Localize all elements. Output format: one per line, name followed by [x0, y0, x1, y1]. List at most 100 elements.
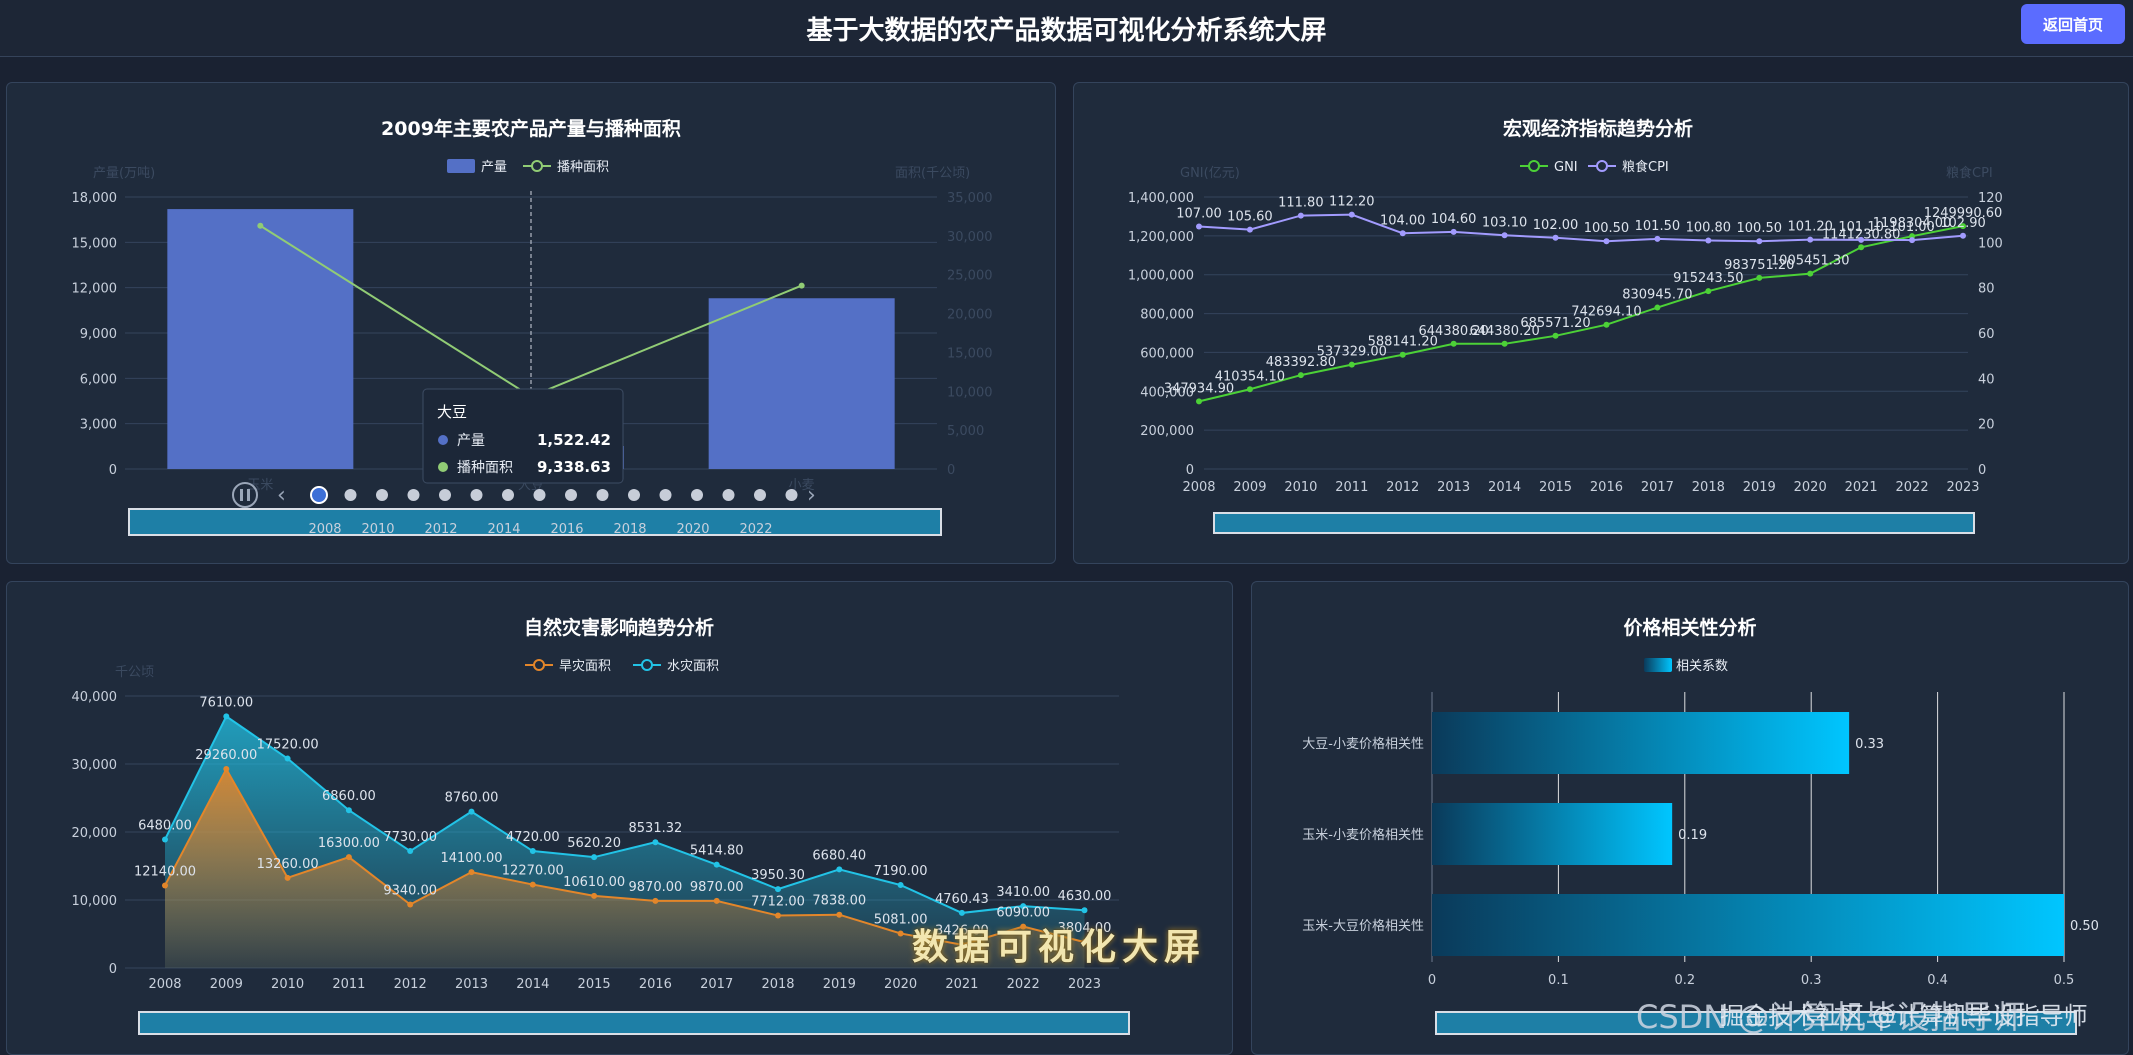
- flood-data-label: 7610.00: [199, 695, 253, 710]
- line-point: [257, 222, 264, 229]
- x-tick-label: 2015: [578, 977, 611, 992]
- flood-point: [1020, 903, 1027, 910]
- flood-data-label: 3410.00: [996, 885, 1050, 900]
- timeline-dot[interactable]: [502, 489, 514, 501]
- cpi-point: [1807, 236, 1814, 243]
- timeline-dot[interactable]: [344, 489, 357, 501]
- chart-title: 价格相关性分析: [1623, 616, 1756, 639]
- x-tick-label: 2010: [1284, 480, 1317, 495]
- x-tick-label: 2011: [1335, 480, 1368, 495]
- y-right-tick-label: 25,000: [947, 269, 993, 284]
- gni-point: [1807, 270, 1814, 277]
- cpi-data-label: 103.10: [1482, 215, 1528, 230]
- drought-point: [775, 912, 781, 919]
- gni-data-label: 830945.70: [1622, 288, 1692, 303]
- flood-data-label: 4760.43: [935, 892, 989, 907]
- timeline-pause-button[interactable]: [232, 482, 258, 508]
- timeline-label: 2016: [550, 522, 583, 537]
- y-right-tick-label: 100: [1978, 236, 2003, 251]
- drought-data-label: 14100.00: [440, 851, 502, 866]
- x-tick-label: 玉米: [247, 478, 273, 493]
- timeline-next-icon[interactable]: ›: [807, 483, 816, 508]
- x-tick-label: 2015: [1539, 480, 1572, 495]
- timeline-dot[interactable]: [628, 489, 640, 501]
- drought-point: [897, 930, 904, 937]
- datazoom-slider[interactable]: [1213, 512, 1975, 534]
- drought-point: [529, 881, 536, 888]
- timeline-dot[interactable]: [439, 489, 451, 501]
- drought-data-label: 9870.00: [629, 880, 683, 895]
- datazoom-slider[interactable]: [128, 508, 942, 536]
- y-right-tick-label: 0: [1978, 463, 1986, 478]
- drought-point: [591, 892, 598, 899]
- flood-data-label: 8760.00: [445, 791, 499, 806]
- timeline-dot[interactable]: [659, 489, 672, 501]
- back-home-button[interactable]: 返回首页: [2021, 4, 2125, 44]
- timeline-dot[interactable]: [722, 489, 735, 501]
- cpi-data-label: 100.80: [1686, 221, 1732, 236]
- cpi-data-label: 112.20: [1329, 195, 1375, 210]
- timeline-dot[interactable]: [533, 489, 546, 501]
- drought-point: [162, 882, 168, 889]
- x-tick-label: 2018: [1692, 480, 1725, 495]
- y-tick-label: 600,000: [1140, 346, 1194, 361]
- x-tick-label: 2017: [700, 977, 733, 992]
- y-right-tick-label: 30,000: [947, 230, 993, 245]
- x-tick-label: 2008: [1182, 480, 1215, 495]
- gni-point: [1705, 288, 1712, 295]
- x-tick-label: 2021: [1845, 480, 1878, 495]
- timeline-dot[interactable]: [785, 489, 798, 501]
- drought-point: [284, 874, 291, 881]
- legend-swatch-bar: [447, 159, 475, 173]
- cpi-data-label: 104.60: [1431, 212, 1477, 227]
- cpi-point: [1654, 235, 1661, 242]
- header-bar: 基于大数据的农产品数据可视化分析系统大屏 返回首页: [0, 0, 2133, 57]
- datazoom-slider[interactable]: [1435, 1011, 2077, 1035]
- cpi-data-label: 101.10: [1838, 220, 1884, 235]
- datazoom-slider[interactable]: [138, 1011, 1130, 1035]
- x-tick-label: 2019: [1743, 480, 1776, 495]
- timeline-dot[interactable]: [565, 489, 577, 501]
- timeline-label: 2014: [487, 522, 520, 537]
- x-tick-label: 0.1: [1548, 973, 1569, 988]
- pause-icon: [240, 489, 243, 501]
- gni-point: [1246, 386, 1253, 393]
- timeline-dot[interactable]: [407, 489, 420, 501]
- timeline-dot[interactable]: [310, 486, 328, 504]
- y-tick-label: 3,000: [80, 418, 117, 433]
- legend-swatch-marker: [531, 160, 543, 172]
- legend-label: 产量: [481, 160, 507, 175]
- gni-data-label: 1249990.60: [1924, 206, 2003, 221]
- x-tick-label: 2014: [1488, 480, 1521, 495]
- timeline-dot[interactable]: [376, 489, 388, 501]
- timeline-dot[interactable]: [754, 489, 766, 501]
- drought-data-label: 13260.00: [257, 857, 319, 872]
- y-right-tick-label: 5,000: [947, 424, 984, 439]
- bar: [167, 209, 354, 469]
- drought-data-label: 9340.00: [383, 883, 437, 898]
- timeline-dot[interactable]: [691, 489, 703, 501]
- pause-icon: [247, 489, 250, 501]
- flood-point: [958, 909, 965, 916]
- x-tick-label: 2008: [148, 977, 181, 992]
- cpi-point: [1399, 230, 1406, 237]
- flood-point: [345, 807, 352, 814]
- y-right-tick-label: 120: [1978, 191, 2003, 206]
- timeline-dot[interactable]: [596, 489, 609, 501]
- gni-point: [1552, 332, 1559, 339]
- legend-swatch-marker: [1528, 160, 1540, 172]
- gni-data-label: 410354.10: [1215, 369, 1285, 384]
- y-axis-title: 产量(万吨): [93, 166, 155, 181]
- tooltip-box: [422, 388, 624, 484]
- y-right-tick-label: 35,000: [947, 191, 993, 206]
- timeline-dot[interactable]: [470, 489, 483, 501]
- y-tick-label: 9,000: [80, 327, 117, 342]
- csdn-watermark: CSDN @计算机毕设指导师: [1636, 998, 2026, 1036]
- juejin-watermark: 掘金技术社区 @计算机毕设指导师: [1720, 1002, 2088, 1030]
- x-tick-label: 2020: [1794, 480, 1827, 495]
- timeline-prev-icon[interactable]: ‹: [277, 483, 286, 508]
- drought-point: [1081, 939, 1088, 946]
- flood-data-label: 17520.00: [257, 738, 319, 753]
- y-tick-label: 0: [109, 463, 117, 478]
